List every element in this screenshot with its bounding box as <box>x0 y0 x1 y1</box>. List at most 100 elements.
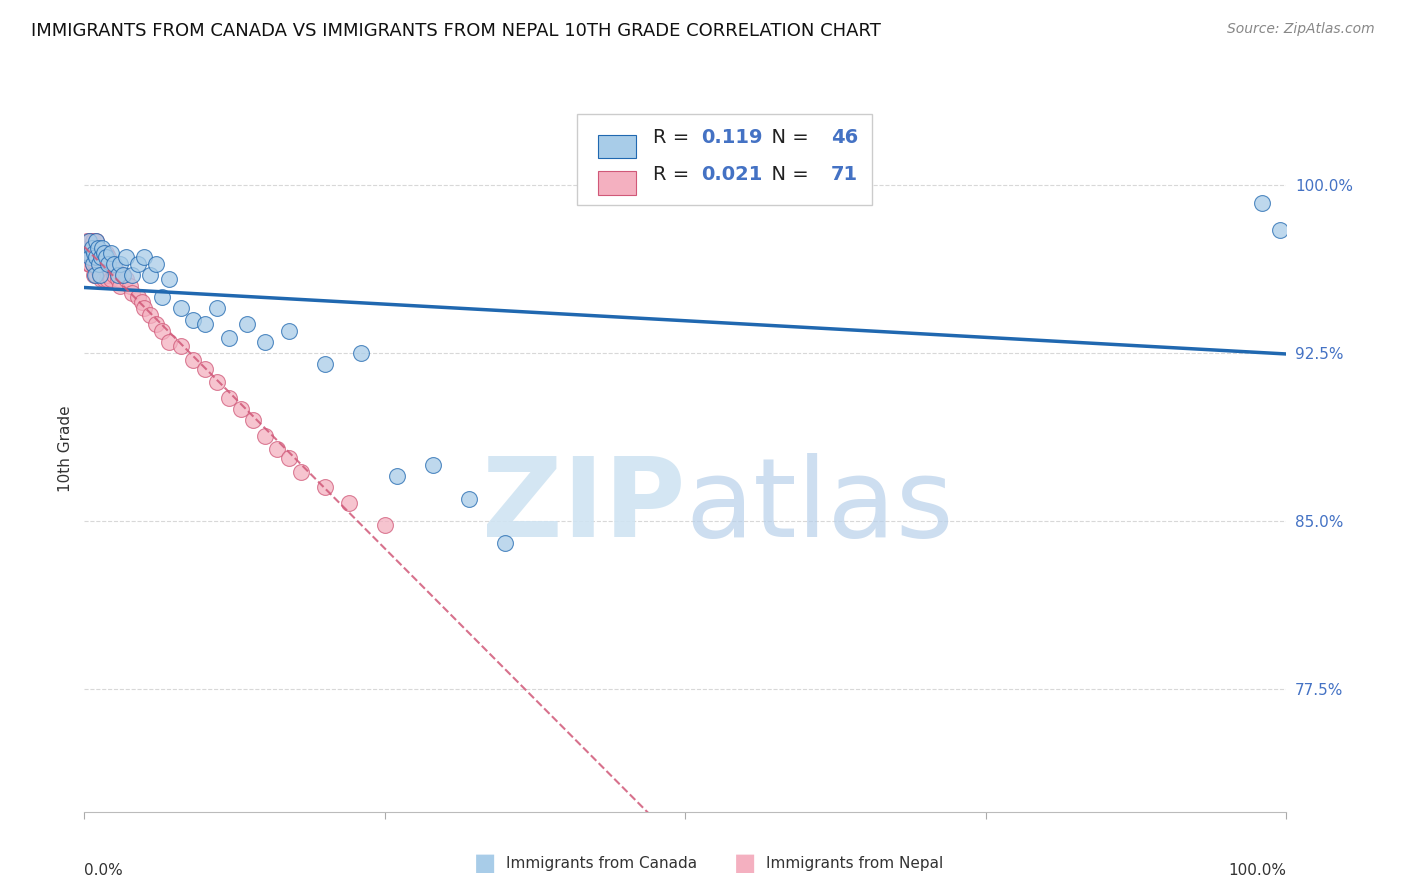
Point <box>100 272 122 286</box>
Point <box>86 245 108 260</box>
Text: IMMIGRANTS FROM CANADA VS IMMIGRANTS FROM NEPAL 10TH GRADE CORRELATION CHART: IMMIGRANTS FROM CANADA VS IMMIGRANTS FRO… <box>31 22 880 40</box>
Point <box>93 272 115 286</box>
Point <box>253 334 276 349</box>
Point <box>101 257 124 271</box>
Point <box>314 480 336 494</box>
Point <box>86 263 108 277</box>
Point <box>77 245 100 260</box>
Point <box>266 442 288 457</box>
Point <box>94 263 117 277</box>
Point <box>83 245 105 260</box>
Point <box>84 268 107 282</box>
Point <box>134 301 156 316</box>
Y-axis label: 10th Grade: 10th Grade <box>58 405 73 491</box>
Point <box>218 391 240 405</box>
Point <box>115 272 138 286</box>
Point <box>83 250 105 264</box>
Point <box>1251 196 1274 211</box>
Text: Source: ZipAtlas.com: Source: ZipAtlas.com <box>1227 22 1375 37</box>
Point <box>77 241 100 255</box>
Point <box>87 257 110 271</box>
FancyBboxPatch shape <box>598 135 636 158</box>
Text: 0.0%: 0.0% <box>84 863 124 878</box>
Point <box>94 257 117 271</box>
Point <box>422 458 444 472</box>
Point <box>83 241 105 255</box>
Point <box>110 279 132 293</box>
Point <box>110 257 132 271</box>
Point <box>111 268 134 282</box>
Point <box>107 268 129 282</box>
Point <box>86 250 108 264</box>
Text: atlas: atlas <box>686 453 953 560</box>
Point <box>205 301 228 316</box>
Point <box>76 235 98 249</box>
Text: Immigrants from Nepal: Immigrants from Nepal <box>766 856 943 871</box>
Text: N =: N = <box>759 128 814 147</box>
Point <box>152 324 174 338</box>
Point <box>90 250 112 264</box>
Point <box>86 235 108 249</box>
FancyBboxPatch shape <box>598 171 636 194</box>
Point <box>86 235 108 249</box>
Point <box>97 268 120 282</box>
Point <box>104 263 127 277</box>
Point <box>86 250 108 264</box>
Point <box>77 235 100 249</box>
Point <box>145 317 167 331</box>
Point <box>127 257 149 271</box>
Point <box>134 250 156 264</box>
Text: 71: 71 <box>831 165 858 184</box>
Point <box>181 352 204 367</box>
Text: N =: N = <box>759 165 814 184</box>
Point <box>100 245 122 260</box>
Point <box>118 279 141 293</box>
Point <box>337 496 360 510</box>
Point <box>277 451 299 466</box>
Text: 46: 46 <box>831 128 858 147</box>
Point <box>157 334 180 349</box>
Text: Immigrants from Canada: Immigrants from Canada <box>506 856 697 871</box>
Point <box>96 272 118 286</box>
Text: R =: R = <box>652 128 696 147</box>
Point <box>277 324 299 338</box>
Point <box>458 491 481 506</box>
Point <box>86 241 108 255</box>
Point <box>90 272 112 286</box>
Point <box>84 245 107 260</box>
Point <box>235 317 257 331</box>
Point <box>87 245 110 260</box>
Point <box>115 250 138 264</box>
Point <box>181 312 204 326</box>
Point <box>86 268 108 282</box>
Point <box>82 235 104 249</box>
Point <box>93 245 115 260</box>
Point <box>169 301 191 316</box>
Point <box>229 402 252 417</box>
Point <box>84 257 107 271</box>
Point <box>253 429 276 443</box>
Point <box>89 268 111 282</box>
Point <box>314 357 336 371</box>
Point <box>242 413 264 427</box>
Point <box>103 268 125 282</box>
Point <box>374 518 396 533</box>
Point <box>86 257 108 271</box>
Point <box>91 257 114 271</box>
Point <box>79 250 101 264</box>
Point <box>157 272 180 286</box>
Point <box>89 268 111 282</box>
Point <box>80 250 103 264</box>
Point <box>103 257 125 271</box>
Point <box>107 272 129 286</box>
Point <box>290 465 312 479</box>
Point <box>494 536 516 550</box>
Point <box>77 257 100 271</box>
Point <box>350 346 373 360</box>
Point <box>194 361 217 376</box>
Point <box>169 339 191 353</box>
Text: ■: ■ <box>734 852 756 875</box>
Point <box>97 257 120 271</box>
Point <box>82 257 104 271</box>
Text: 100.0%: 100.0% <box>1229 863 1286 878</box>
